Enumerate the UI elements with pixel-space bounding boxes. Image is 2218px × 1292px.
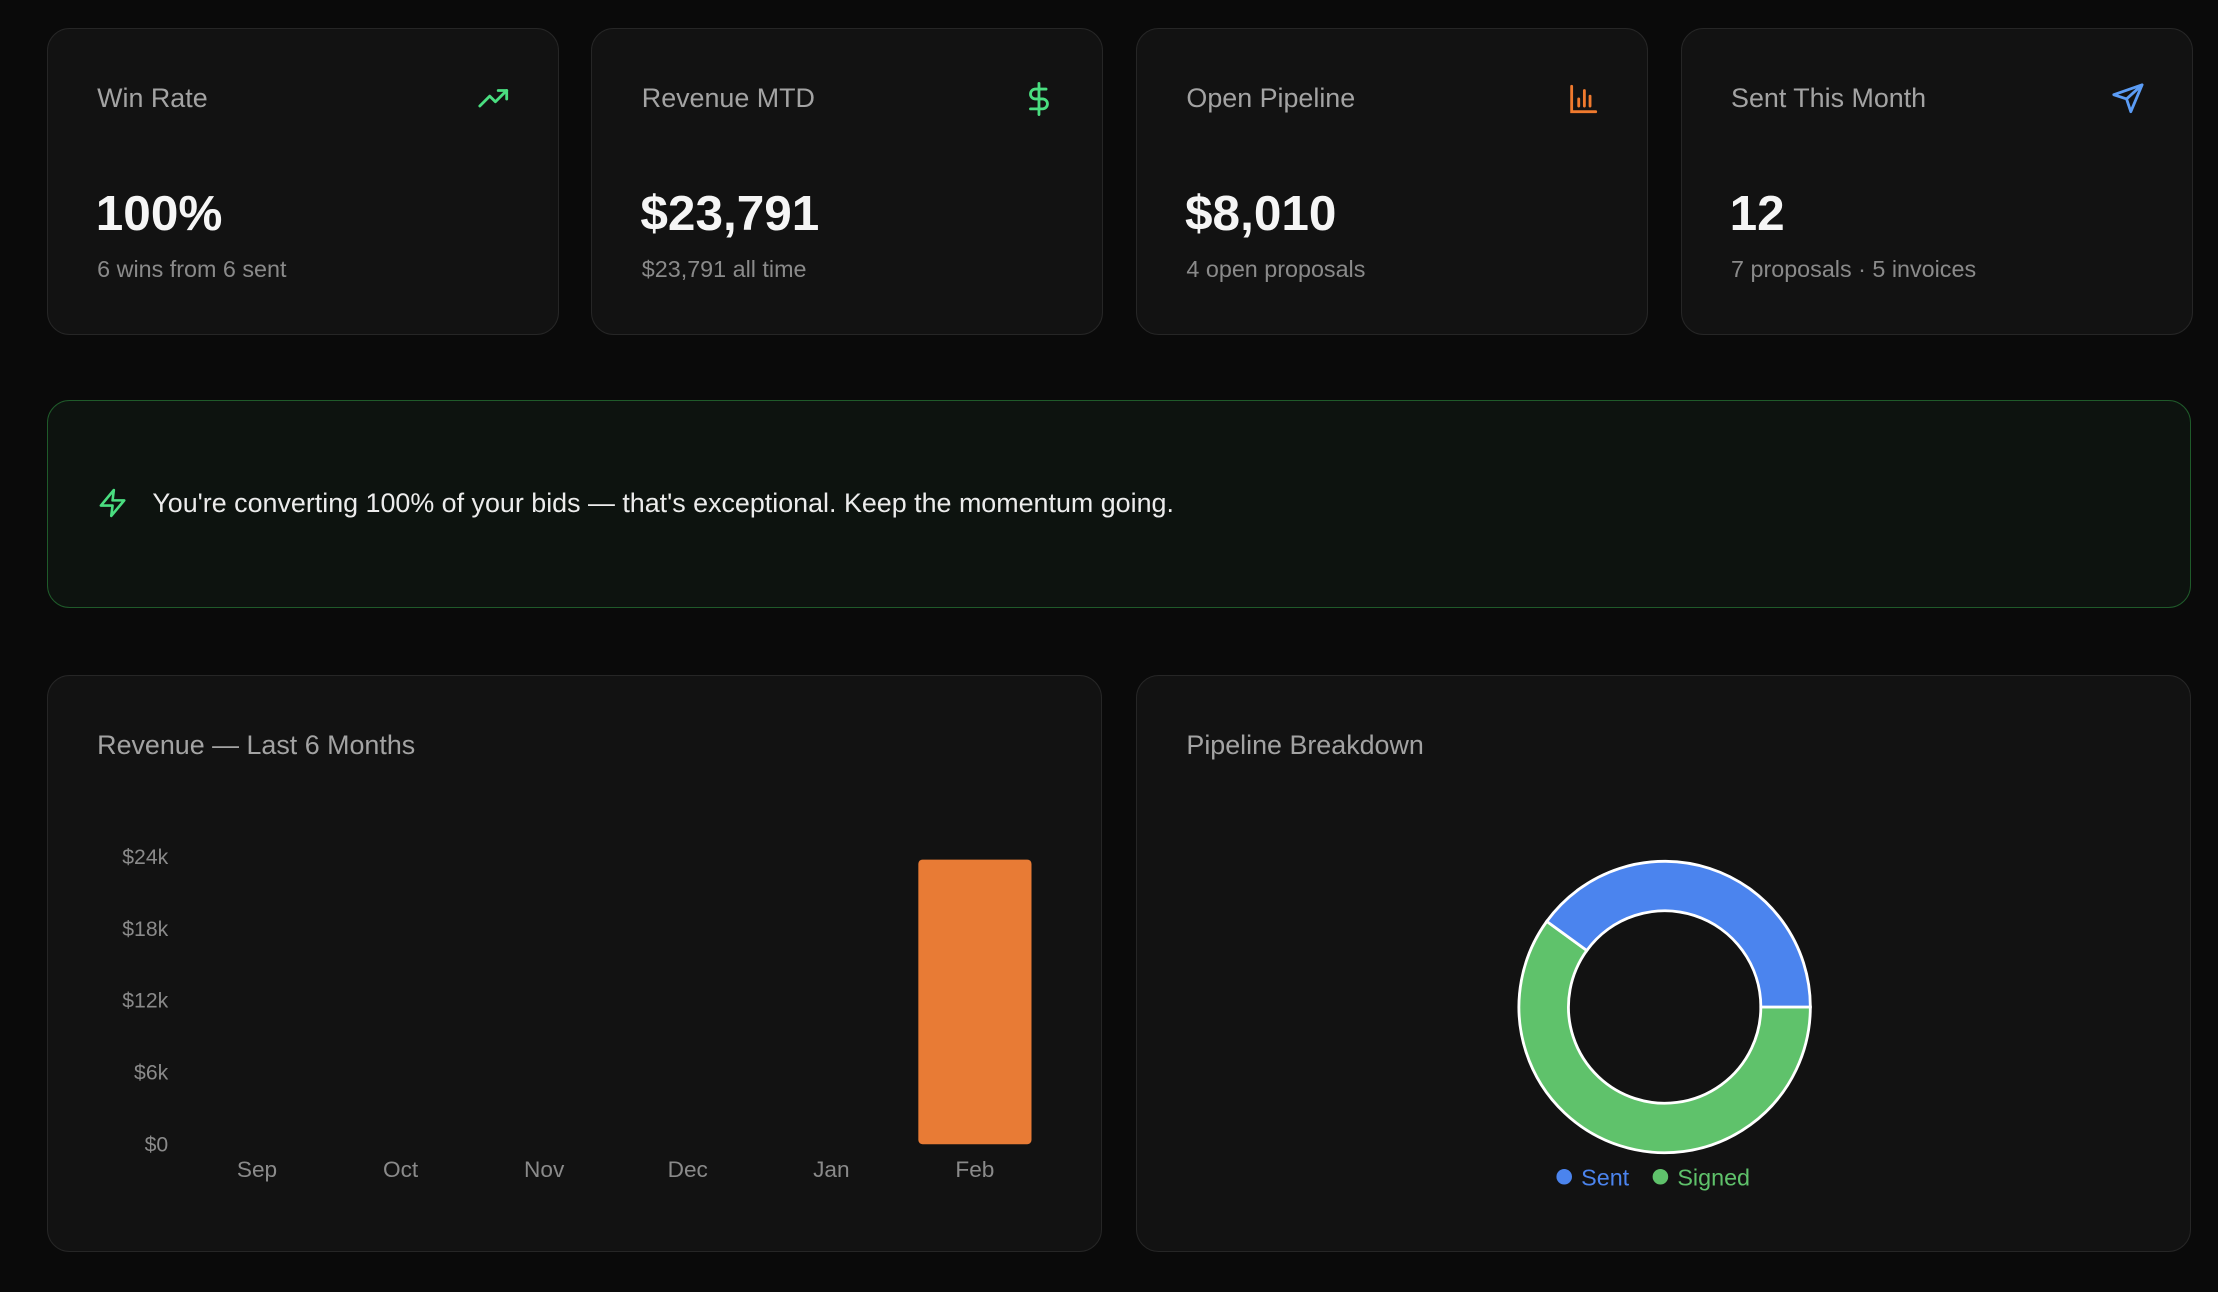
revenue-bar-chart: $0 $6k $12k $18k $24k Sep Oct Nov Dec Jan Feb xyxy=(122,846,1032,1182)
stat-label: Open Pipeline xyxy=(1186,83,1356,114)
donut-segment-sent xyxy=(1544,859,1812,1009)
stat-sub: 6 wins from 6 sent xyxy=(97,255,287,282)
x-tick-label: Feb xyxy=(955,1157,994,1182)
send-icon xyxy=(2112,83,2144,113)
y-tick-label: $24k xyxy=(122,846,168,869)
pipeline-chart-panel: Pipeline Breakdown Sent Signed xyxy=(1135,674,2192,1252)
legend-dot-signed xyxy=(1652,1168,1669,1185)
stat-card-open-pipeline: Open Pipeline $8,010 4 open proposals xyxy=(1135,28,1648,336)
insight-banner: You're converting 100% of your bids — th… xyxy=(46,400,2192,609)
stat-label: Win Rate xyxy=(97,83,208,114)
dollar-icon xyxy=(1028,81,1049,116)
stat-value: 12 xyxy=(1729,185,1785,241)
pipeline-donut-chart: Sent Signed xyxy=(1517,859,1812,1190)
stat-value: $23,791 xyxy=(640,185,820,241)
stat-value: 100% xyxy=(95,185,223,241)
y-tick-label: $12k xyxy=(122,989,168,1012)
x-tick-label: Dec xyxy=(667,1157,707,1182)
panel-title: Revenue — Last 6 Months xyxy=(97,729,416,760)
stat-label: Revenue MTD xyxy=(641,83,815,114)
x-tick-label: Sep xyxy=(237,1157,277,1182)
x-tick-label: Jan xyxy=(813,1157,849,1182)
bar-feb xyxy=(918,859,1032,1144)
legend-label-signed: Signed xyxy=(1677,1164,1750,1190)
donut-segment-signed xyxy=(1517,919,1812,1154)
x-tick-label: Nov xyxy=(524,1157,565,1182)
legend-label-sent: Sent xyxy=(1581,1164,1630,1190)
y-tick-label: $0 xyxy=(144,1133,168,1156)
stat-card-revenue-mtd: Revenue MTD $23,791 $23,791 all time xyxy=(591,28,1104,336)
y-tick-label: $18k xyxy=(122,918,168,941)
stat-card-sent-this-month: Sent This Month 12 7 proposals · 5 invoi… xyxy=(1680,28,2193,336)
stat-sub: 7 proposals · 5 invoices xyxy=(1731,255,1977,282)
stat-sub: 4 open proposals xyxy=(1186,255,1366,282)
stat-label: Sent This Month xyxy=(1731,83,1927,114)
legend-dot-sent xyxy=(1556,1168,1572,1185)
panel-title: Pipeline Breakdown xyxy=(1186,729,1424,760)
stat-sub: $23,791 all time xyxy=(641,255,807,282)
stat-value: $8,010 xyxy=(1185,185,1337,241)
stat-card-win-rate: Win Rate 100% 6 wins from 6 sent xyxy=(46,28,559,336)
banner-text: You're converting 100% of your bids — th… xyxy=(152,487,1174,518)
revenue-chart-panel: Revenue — Last 6 Months $0 $6k $12k $18k $24… xyxy=(46,674,1102,1252)
trending-up-icon xyxy=(478,88,509,108)
y-tick-label: $6k xyxy=(134,1061,169,1084)
zap-icon xyxy=(99,488,126,518)
bar-chart-icon xyxy=(1570,84,1598,113)
x-tick-label: Oct xyxy=(383,1157,419,1182)
